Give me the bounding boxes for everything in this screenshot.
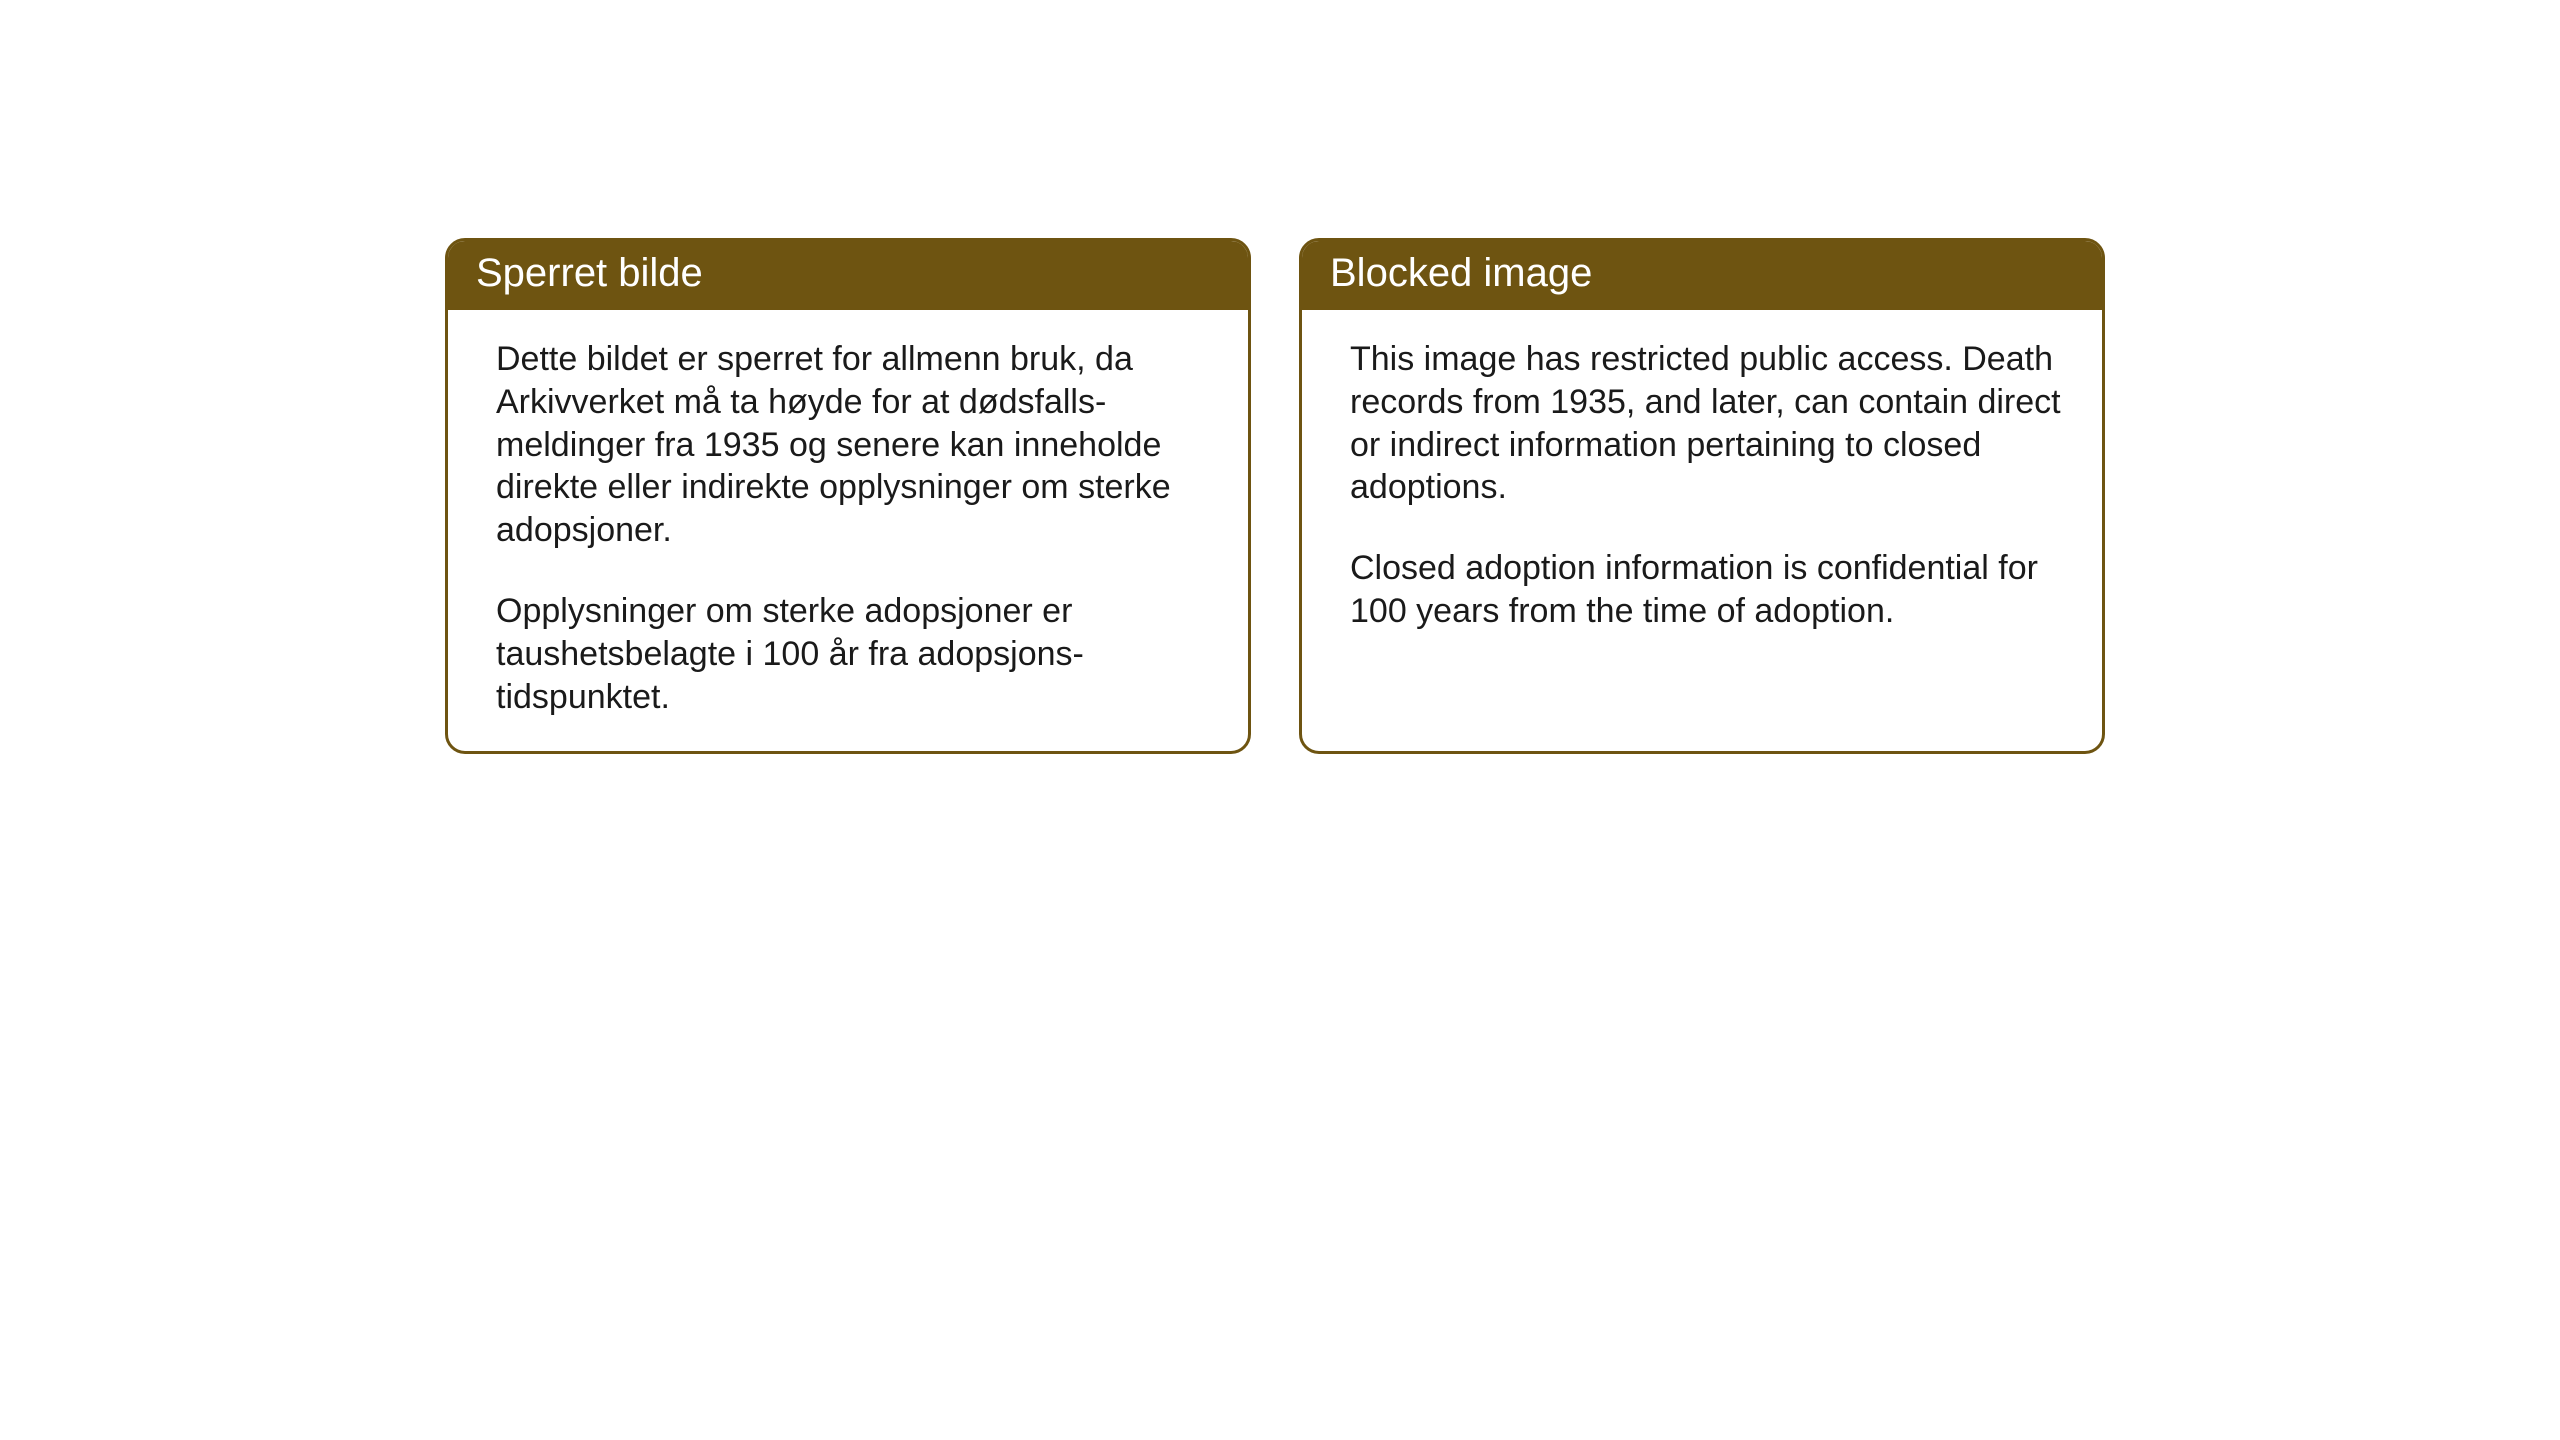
card-english: Blocked image This image has restricted … [1299, 238, 2105, 754]
cards-container: Sperret bilde Dette bildet er sperret fo… [0, 0, 2560, 754]
card-body-english: This image has restricted public access.… [1302, 310, 2102, 665]
paragraph-text: Opplysninger om sterke adopsjoner er tau… [496, 590, 1208, 718]
card-norwegian: Sperret bilde Dette bildet er sperret fo… [445, 238, 1251, 754]
card-header-norwegian: Sperret bilde [448, 241, 1248, 310]
paragraph-text: This image has restricted public access.… [1350, 338, 2062, 509]
paragraph-text: Dette bildet er sperret for allmenn bruk… [496, 338, 1208, 552]
card-header-english: Blocked image [1302, 241, 2102, 310]
paragraph-text: Closed adoption information is confident… [1350, 547, 2062, 633]
card-body-norwegian: Dette bildet er sperret for allmenn bruk… [448, 310, 1248, 751]
